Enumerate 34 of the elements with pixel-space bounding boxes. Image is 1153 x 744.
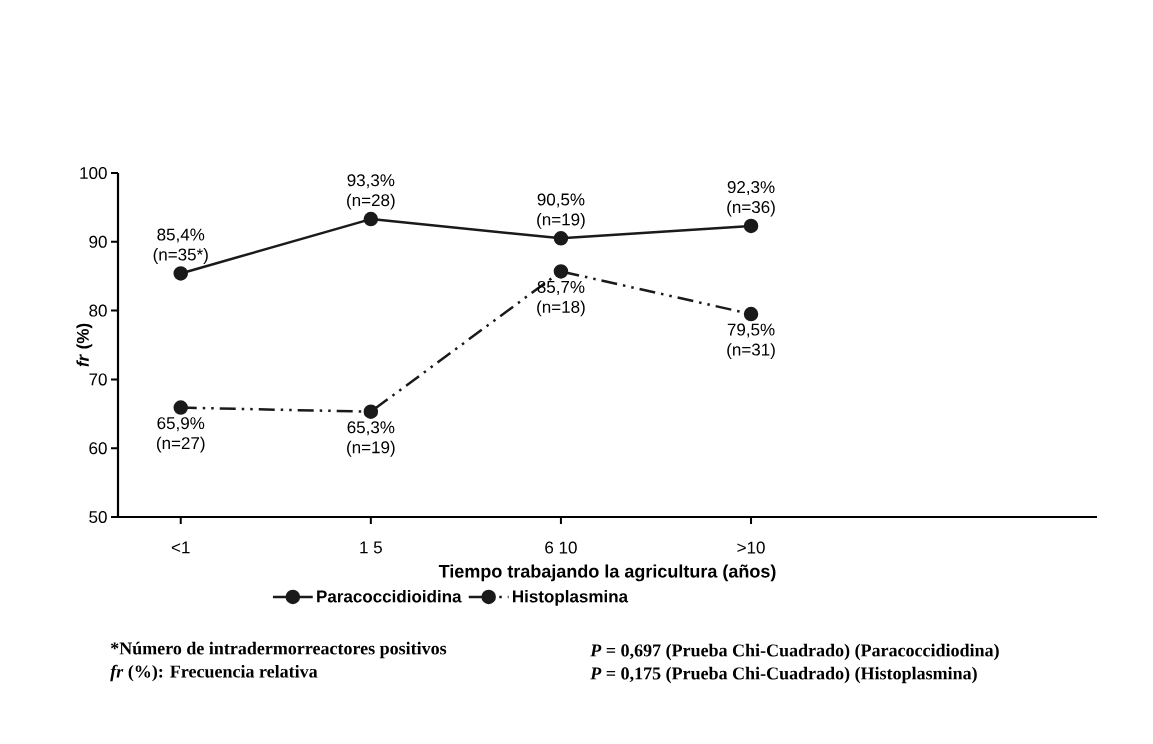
- point: [553, 231, 569, 246]
- data-label: 85,4% (n=35*): [153, 228, 208, 264]
- x-tick-label: <1: [171, 541, 190, 554]
- point: [363, 211, 379, 227]
- data-label: 93,3% (n=28): [347, 174, 395, 210]
- data-label: 90,5% (n=19): [537, 193, 585, 229]
- point: [173, 400, 188, 415]
- x-tick-label: 1 5: [360, 541, 382, 554]
- y-tick-label: 90: [89, 235, 107, 248]
- y-tick-label: 80: [89, 304, 107, 317]
- y-tick-label: 70: [89, 373, 107, 386]
- y-tick-label: 60: [89, 442, 107, 455]
- point: [743, 218, 759, 234]
- data-label: 65,3% (n=19): [347, 421, 395, 457]
- y-tick-label: 50: [89, 510, 107, 524]
- x-tick-label: >10: [737, 541, 765, 554]
- data-label: 65,9% (n=27): [156, 417, 205, 453]
- legend-label: Histoplasmina: [512, 590, 629, 606]
- text: *Número de intradermorreactores positivos: [110, 641, 447, 659]
- text: P = 0,697 (Prueba Chi-Cuadrado) (Paracoccidiodina): [590, 643, 999, 661]
- point: [553, 264, 569, 279]
- text: fr (%): Frecuencia relativa: [110, 664, 318, 682]
- y-axis-title: fr (%): [76, 323, 93, 367]
- point: [173, 266, 188, 281]
- x-tick-label: 6 10: [545, 541, 577, 554]
- y-tick-label: 100: [80, 166, 107, 180]
- legend-label: Paracoccidioidina: [317, 590, 462, 603]
- point: [743, 306, 759, 322]
- x-axis-title: Tiempo trabajando la agricultura (años): [438, 564, 776, 582]
- data-label: 79,5% (n=31): [727, 323, 775, 359]
- point: [363, 404, 379, 419]
- data-label: 85,7% (n=18): [537, 280, 585, 317]
- text: P = 0,175 (Prueba Chi-Cuadrado) (Histoplasmina): [590, 666, 977, 684]
- data-label: 92,3% (n=36): [727, 181, 775, 217]
